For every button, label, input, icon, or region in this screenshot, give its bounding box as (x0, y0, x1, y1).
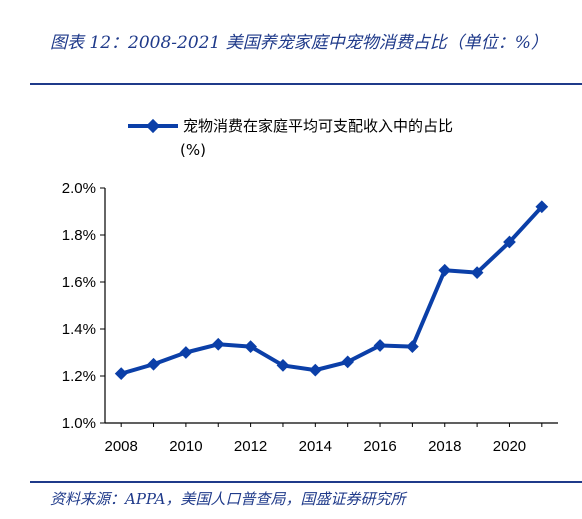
y-tick-label: 1.4% (62, 321, 96, 338)
axes: 1.0% 1.2% 1.4% 1.6% 1.8% 2.0% 2008 2010 2012 2014… (62, 180, 558, 455)
y-tick-label: 1.2% (62, 368, 96, 385)
bottom-rule (30, 481, 582, 483)
x-tick-label: 2016 (363, 438, 396, 455)
figure-title: 图表 12：2008-2021 美国养宠家庭中宠物消费占比（单位：%） (50, 33, 548, 53)
data-point (438, 263, 452, 277)
x-tick-label: 2014 (299, 438, 332, 455)
data-point (308, 363, 322, 377)
x-tick-label: 2010 (169, 438, 202, 455)
data-point (179, 346, 193, 359)
data-point (276, 359, 290, 372)
data-point (211, 337, 225, 351)
legend-marker (145, 118, 161, 134)
plot-area (114, 200, 549, 381)
data-point (470, 266, 484, 279)
x-tick-label: 2008 (104, 438, 137, 455)
data-point (147, 357, 160, 371)
legend-label: 宠物消费在家庭平均可支配收入中的占比(%) (180, 117, 453, 159)
y-tick-label: 2.0% (62, 180, 96, 197)
x-tick-label: 2018 (428, 438, 461, 455)
source-note: 资料来源：APPA，美国人口普查局，国盛证券研究所 (50, 490, 406, 508)
data-point (114, 367, 128, 381)
x-tick-label: 2012 (234, 438, 267, 455)
y-tick-label: 1.0% (62, 415, 96, 432)
data-point (373, 339, 387, 352)
y-tick-label: 1.6% (62, 274, 96, 291)
top-rule (30, 83, 582, 85)
x-tick-label: 2020 (493, 438, 526, 455)
legend: 宠物消费在家庭平均可支配收入中的占比(%) (128, 117, 453, 159)
data-point (341, 355, 355, 369)
y-tick-label: 1.8% (62, 227, 96, 244)
data-point (244, 340, 257, 353)
data-point (406, 340, 419, 353)
